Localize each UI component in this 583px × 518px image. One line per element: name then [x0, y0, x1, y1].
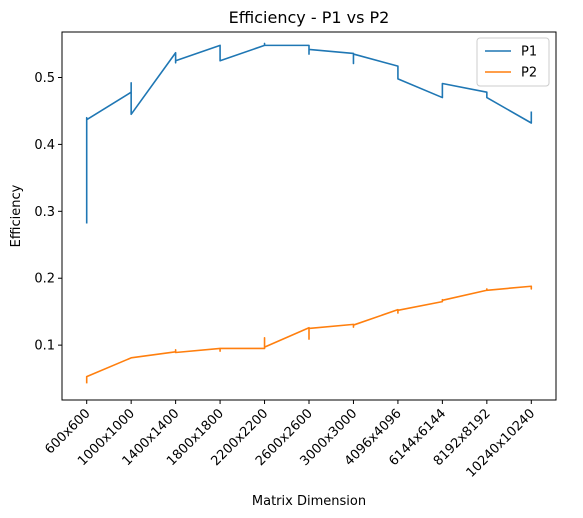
plot-frame [61, 31, 557, 401]
y-axis: 0.1 0.2 0.3 0.4 0.5 [34, 71, 62, 354]
y-tick-label: 0.2 [34, 272, 55, 287]
x-axis: 600x6001000x10001400x14001800x18002200x2… [42, 400, 538, 481]
series-line-p1 [85, 42, 533, 224]
legend-label-p1: P1 [521, 45, 537, 60]
y-axis-title: Efficiency [9, 184, 24, 247]
y-tick-label: 0.5 [34, 71, 55, 86]
y-tick-label: 0.1 [34, 339, 55, 354]
x-axis-title: Matrix Dimension [252, 494, 366, 509]
legend-label-p2: P2 [521, 66, 537, 81]
chart-title: Efficiency - P1 vs P2 [229, 8, 390, 27]
plot-area [85, 42, 533, 384]
legend-box [476, 37, 550, 87]
series-line-p2 [85, 285, 533, 384]
y-tick-label: 0.4 [34, 138, 55, 153]
y-tick-label: 0.3 [34, 205, 55, 220]
